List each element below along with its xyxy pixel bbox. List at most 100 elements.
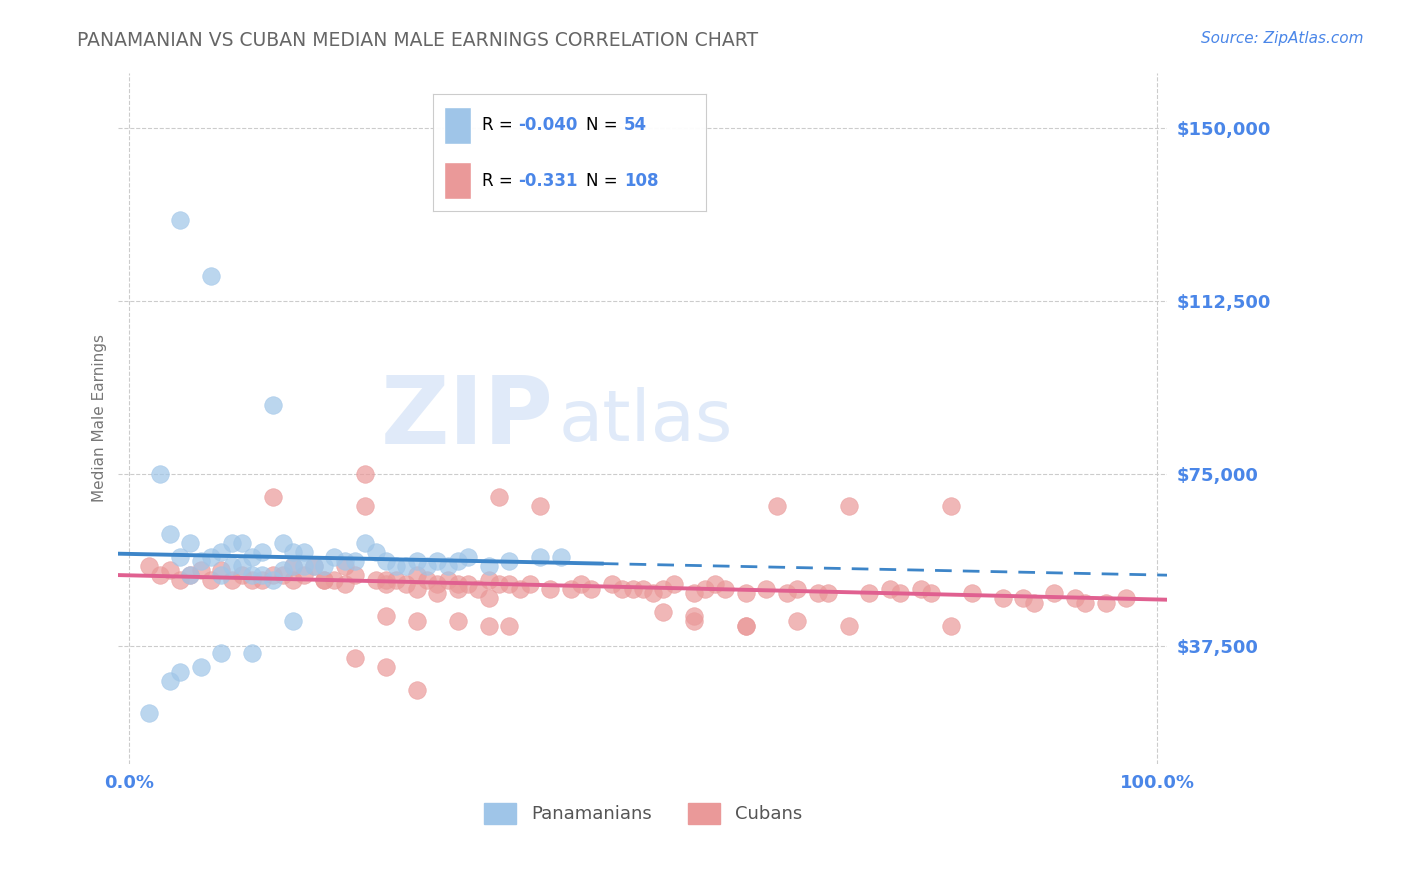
Point bbox=[283, 558, 305, 573]
Point bbox=[333, 554, 356, 568]
Point bbox=[200, 573, 222, 587]
Point bbox=[478, 573, 501, 587]
Point bbox=[776, 586, 799, 600]
Point bbox=[600, 577, 623, 591]
Point bbox=[323, 573, 346, 587]
Point bbox=[333, 558, 356, 573]
Point bbox=[252, 568, 274, 582]
Point bbox=[436, 558, 458, 573]
Point bbox=[209, 563, 232, 577]
Point bbox=[323, 549, 346, 564]
Point bbox=[231, 535, 253, 549]
Point bbox=[457, 549, 479, 564]
Point bbox=[283, 573, 305, 587]
Point bbox=[262, 490, 284, 504]
Point bbox=[1012, 591, 1035, 605]
Point bbox=[231, 568, 253, 582]
Text: ZIP: ZIP bbox=[381, 372, 554, 465]
Point bbox=[416, 558, 439, 573]
Point bbox=[508, 582, 530, 596]
Point bbox=[179, 568, 201, 582]
Point bbox=[148, 467, 170, 481]
Point bbox=[190, 554, 212, 568]
Point bbox=[734, 618, 756, 632]
Point bbox=[169, 549, 191, 564]
Point bbox=[240, 646, 263, 660]
Point bbox=[529, 549, 551, 564]
Point bbox=[283, 614, 305, 628]
Point bbox=[221, 535, 243, 549]
Point bbox=[569, 577, 592, 591]
Point bbox=[190, 563, 212, 577]
Point bbox=[1094, 596, 1116, 610]
Point bbox=[364, 545, 387, 559]
Point bbox=[343, 568, 366, 582]
Point bbox=[941, 618, 963, 632]
Point bbox=[159, 673, 181, 688]
Point bbox=[714, 582, 737, 596]
Point bbox=[302, 558, 325, 573]
Point bbox=[807, 586, 830, 600]
Point bbox=[271, 568, 294, 582]
Point bbox=[662, 577, 685, 591]
Point bbox=[374, 660, 396, 674]
Point bbox=[314, 558, 336, 573]
Point bbox=[734, 586, 756, 600]
Point bbox=[374, 577, 396, 591]
Point bbox=[447, 577, 470, 591]
Point bbox=[581, 582, 603, 596]
Point bbox=[271, 535, 294, 549]
Point bbox=[1022, 596, 1045, 610]
Point bbox=[498, 554, 520, 568]
Point bbox=[314, 573, 336, 587]
Point bbox=[498, 577, 520, 591]
Point bbox=[169, 213, 191, 227]
Point bbox=[529, 499, 551, 513]
Point bbox=[786, 614, 808, 628]
Point bbox=[1115, 591, 1137, 605]
Point bbox=[405, 614, 427, 628]
Point bbox=[159, 563, 181, 577]
Point bbox=[765, 499, 787, 513]
Y-axis label: Median Male Earnings: Median Male Earnings bbox=[93, 334, 107, 502]
Point bbox=[838, 618, 860, 632]
Point bbox=[221, 573, 243, 587]
Point bbox=[283, 545, 305, 559]
Point bbox=[457, 577, 479, 591]
Point bbox=[426, 577, 449, 591]
Point bbox=[426, 554, 449, 568]
Point bbox=[240, 549, 263, 564]
Point bbox=[879, 582, 901, 596]
Point bbox=[200, 268, 222, 283]
Point bbox=[488, 490, 510, 504]
Point bbox=[374, 573, 396, 587]
Point bbox=[941, 499, 963, 513]
Point bbox=[538, 582, 561, 596]
Legend: Panamanians, Cubans: Panamanians, Cubans bbox=[484, 803, 801, 824]
Point bbox=[519, 577, 541, 591]
Point bbox=[416, 573, 439, 587]
Point bbox=[488, 577, 510, 591]
Point bbox=[179, 568, 201, 582]
Point bbox=[262, 573, 284, 587]
Point bbox=[498, 618, 520, 632]
Point bbox=[148, 568, 170, 582]
Point bbox=[652, 582, 675, 596]
Point bbox=[221, 558, 243, 573]
Point bbox=[478, 618, 501, 632]
Point bbox=[385, 558, 408, 573]
Point bbox=[734, 618, 756, 632]
Point bbox=[960, 586, 983, 600]
Point bbox=[209, 646, 232, 660]
Point bbox=[343, 651, 366, 665]
Point bbox=[643, 586, 665, 600]
Point bbox=[478, 558, 501, 573]
Point bbox=[292, 558, 315, 573]
Point bbox=[138, 706, 160, 721]
Point bbox=[703, 577, 725, 591]
Point bbox=[159, 526, 181, 541]
Point bbox=[169, 665, 191, 679]
Point bbox=[240, 573, 263, 587]
Point bbox=[755, 582, 778, 596]
Point bbox=[385, 573, 408, 587]
